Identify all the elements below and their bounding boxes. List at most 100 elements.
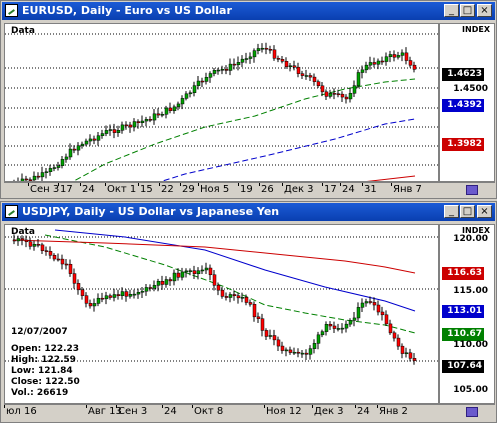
candle-body [160, 114, 165, 116]
candle-body [384, 56, 389, 62]
time-axis-tick [340, 183, 341, 186]
candle-body [344, 323, 349, 329]
candle-body [176, 272, 181, 278]
info-volume: Vol.: 26619 [11, 388, 69, 398]
time-axis-tick [86, 405, 87, 408]
usdjpy-titlebar[interactable]: USDJPY, Daily - US Dollar vs Japanese Ye… [2, 203, 495, 221]
candle-body [184, 270, 189, 273]
candle-body [284, 61, 289, 68]
price-tag-blue: 1.4392 [442, 99, 484, 112]
time-axis-label: 26 [261, 184, 274, 195]
candle-body [328, 93, 333, 97]
eurusd-window: EURUSD, Daily - Euro vs US Dollar _ □ × … [0, 0, 497, 199]
time-axis-tick [58, 183, 59, 186]
candle-body [48, 251, 53, 256]
candle-body [368, 62, 373, 66]
candle-body [116, 294, 121, 296]
candle-body [256, 48, 261, 51]
candle-body [108, 129, 113, 131]
candle-body [348, 320, 353, 325]
scroll-end-button[interactable] [466, 407, 478, 417]
candle-body [28, 179, 33, 181]
candle-body [296, 351, 301, 354]
candle-body [364, 301, 369, 304]
candle-body [16, 238, 21, 242]
candle-body [92, 303, 97, 307]
time-axis-tick [362, 183, 363, 186]
candle-body [20, 178, 25, 181]
candle-body [156, 113, 161, 116]
candle-body [320, 331, 325, 336]
candle-body [324, 91, 329, 97]
candle-body [88, 303, 93, 307]
close-button[interactable]: × [477, 4, 492, 17]
maximize-button[interactable]: □ [460, 4, 475, 17]
candle-body [244, 58, 249, 60]
candle-body [300, 352, 305, 355]
minimize-button[interactable]: _ [444, 205, 459, 218]
info-close: Close: 122.50 [11, 377, 80, 387]
candle-body [240, 297, 245, 299]
maximize-button[interactable]: □ [460, 205, 475, 218]
candle-body [352, 317, 357, 321]
eurusd-chart-area[interactable]: Data [4, 23, 439, 182]
close-button[interactable]: × [477, 205, 492, 218]
candle-body [408, 60, 413, 66]
price-tag-green: 110.67 [442, 328, 484, 341]
price-label: 1.4500 [453, 84, 488, 94]
candle-body [216, 69, 221, 72]
time-axis-tick [391, 183, 392, 186]
candle-body [20, 238, 25, 241]
candle-body [156, 281, 161, 286]
time-axis-label: Дек 3 [284, 184, 314, 195]
scroll-end-button[interactable] [466, 185, 478, 195]
candle-body [80, 143, 85, 146]
minimize-button[interactable]: _ [444, 4, 459, 17]
ohlc-info-panel: 12/07/2007 Open: 122.23 High: 122.59 Low… [11, 327, 80, 399]
candle-body [264, 330, 269, 337]
price-tag-last: 107.64 [442, 360, 484, 373]
candle-body [272, 49, 277, 59]
candle-body [396, 337, 401, 347]
data-label: Data [9, 227, 37, 237]
usdjpy-price-scale: INDEX 120.00 116.63 115.00 113.01 110.67… [439, 224, 495, 404]
candle-body [388, 323, 393, 334]
candle-body [280, 59, 285, 62]
candle-body [280, 345, 285, 351]
time-axis-tick [322, 183, 323, 186]
candle-body [96, 297, 101, 304]
time-axis-tick [116, 405, 117, 408]
candle-body [268, 49, 273, 51]
candle-body [128, 124, 133, 128]
candle-body [400, 52, 405, 56]
candle-body [200, 80, 205, 83]
candle-body [196, 270, 201, 275]
info-low: Low: 121.84 [11, 366, 73, 376]
candle-body [52, 167, 57, 169]
usdjpy-chart-area[interactable]: Data 12/07/2007 Open: 122.23 High: 122.5… [4, 224, 439, 404]
time-axis-tick [28, 183, 29, 186]
time-axis-label: юл 16 [6, 406, 37, 417]
time-axis-label: Авг 13 [88, 406, 122, 417]
eurusd-titlebar[interactable]: EURUSD, Daily - Euro vs US Dollar _ □ × [2, 2, 495, 20]
candle-body [344, 96, 349, 100]
index-label: INDEX [462, 25, 490, 34]
candle-body [268, 335, 273, 337]
candle-body [180, 271, 185, 278]
time-axis-label: Окт 1 [107, 184, 137, 195]
candle-body [160, 281, 165, 285]
candle-body [340, 327, 345, 330]
candle-body [192, 270, 197, 275]
ma-green-line [73, 78, 416, 181]
candle-body [68, 263, 73, 274]
candle-body [100, 297, 105, 300]
time-axis-tick [4, 405, 5, 408]
eurusd-candles [5, 33, 438, 181]
time-axis-label: Янв 7 [393, 184, 422, 195]
candle-body [104, 295, 109, 300]
time-axis-label: 31 [364, 184, 377, 195]
candle-body [44, 250, 49, 252]
candle-body [184, 93, 189, 99]
ma-blue-line [54, 229, 416, 312]
candle-body [244, 297, 249, 303]
